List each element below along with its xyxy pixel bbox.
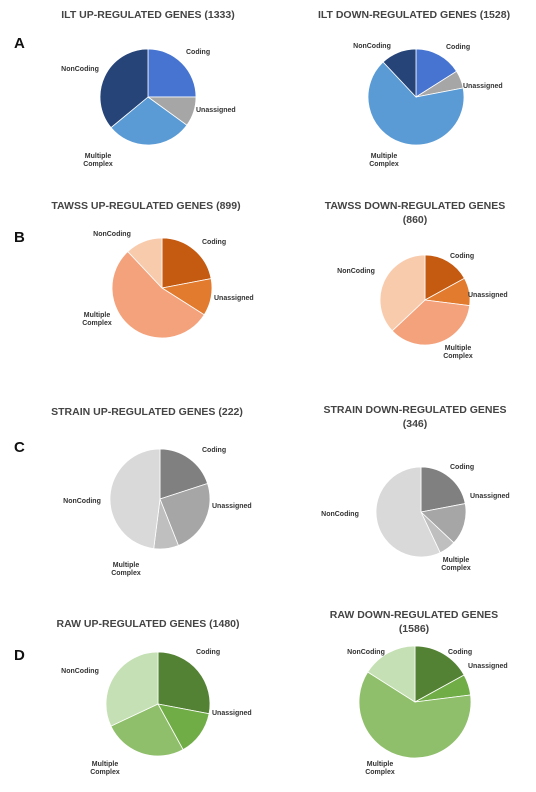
slice-label-coding: Coding	[450, 253, 474, 260]
pie-slice-coding	[147, 48, 197, 98]
pie-slice-coding	[159, 448, 209, 500]
pie-slice-noncoding	[375, 466, 441, 558]
chart-title: (346)	[403, 418, 428, 430]
pie-slice-multiple-complex	[358, 671, 472, 759]
slice-label-unassigned: Unassigned	[196, 107, 236, 114]
pie-chart-6: STRAIN DOWN-REGULATED GENES (346) Coding Un…	[321, 404, 510, 572]
pie-slice-noncoding	[105, 651, 159, 727]
chart-title: TAWSS UP-REGULATED GENES (899)	[51, 200, 240, 212]
slice-label-noncoding: NonCoding	[353, 43, 391, 50]
slice-label-multiple-complex: Multiple Complex	[90, 761, 120, 776]
slice-label-unassigned: Unassigned	[212, 503, 252, 510]
slice-label-noncoding: NonCoding	[337, 268, 375, 275]
pie-slice-multiple-complex	[110, 703, 184, 757]
slice-label-unassigned: Unassigned	[463, 83, 503, 90]
slice-label-unassigned: Unassigned	[468, 663, 508, 670]
pie-slice-multiple-complex	[110, 96, 188, 146]
slice-label-noncoding: NonCoding	[93, 231, 131, 238]
chart-title: RAW DOWN-REGULATED GENES	[330, 609, 498, 621]
slice-label-coding: Coding	[450, 464, 474, 471]
pie-slice-noncoding	[382, 48, 417, 99]
slice-label-multiple-complex: Multiple Complex	[369, 153, 399, 168]
pie-slice-multiple-complex	[111, 250, 205, 339]
chart-title: (860)	[403, 214, 428, 226]
slice-label-noncoding: NonCoding	[61, 668, 99, 675]
slice-label-coding: Coding	[202, 447, 226, 454]
pie-slice-multiple-complex	[391, 299, 471, 346]
chart-title: STRAIN UP-REGULATED GENES (222)	[51, 406, 243, 418]
slice-label-noncoding: NonCoding	[63, 498, 101, 505]
slice-label-multiple-complex: Multiple Complex	[365, 761, 395, 776]
pie-slice-coding	[420, 466, 466, 513]
slice-label-multiple-complex: Multiple Complex	[83, 153, 113, 168]
chart-title: TAWSS DOWN-REGULATED GENES	[325, 200, 505, 212]
pie-chart-4: TAWSS DOWN-REGULATED GENES (860) Coding Una…	[325, 200, 508, 360]
slice-label-coding: Coding	[196, 649, 220, 656]
slice-label-unassigned: Unassigned	[214, 295, 254, 302]
panel-letter-d: D	[14, 647, 25, 664]
pie-slice-noncoding	[99, 48, 149, 129]
chart-title: ILT DOWN-REGULATED GENES (1528)	[318, 9, 510, 21]
panel-letter-c: C	[14, 439, 25, 456]
pie-chart-8: RAW DOWN-REGULATED GENES (1586) Coding Unas…	[330, 609, 508, 776]
pie-slice-coding	[414, 645, 465, 703]
pie-slice-coding	[157, 651, 211, 715]
slice-label-unassigned: Unassigned	[212, 710, 252, 717]
chart-title: (1586)	[399, 623, 429, 635]
pie-slice-noncoding	[127, 237, 163, 290]
chart-title: STRAIN DOWN-REGULATED GENES	[324, 404, 507, 416]
slice-label-multiple-complex: Multiple Complex	[111, 562, 141, 577]
pie-chart-5: STRAIN UP-REGULATED GENES (222) Coding Una…	[51, 406, 252, 577]
slice-label-coding: Coding	[446, 44, 470, 51]
pie-chart-3: TAWSS UP-REGULATED GENES (899) Coding Unas…	[51, 200, 254, 339]
slice-label-noncoding: NonCoding	[61, 66, 99, 73]
slice-label-multiple-complex: Multiple Complex	[443, 345, 473, 360]
pie-slice-multiple-complex	[367, 61, 465, 146]
pie-slice-noncoding	[379, 254, 426, 332]
panel-letter-a: A	[14, 35, 25, 52]
pie-slice-coding	[161, 237, 212, 289]
slice-label-unassigned: Unassigned	[470, 493, 510, 500]
slice-label-multiple-complex: Multiple Complex	[441, 557, 471, 572]
slice-label-noncoding: NonCoding	[321, 511, 359, 518]
pie-slice-noncoding	[367, 645, 416, 703]
chart-title: ILT UP-REGULATED GENES (1333)	[61, 9, 234, 21]
slice-label-noncoding: NonCoding	[347, 649, 385, 656]
pie-slice-coding	[415, 48, 458, 98]
pie-chart-2: ILT DOWN-REGULATED GENES (1528) Coding Una…	[318, 9, 510, 168]
pie-slice-noncoding	[109, 448, 161, 550]
pie-chart-1: ILT UP-REGULATED GENES (1333) Coding Unass…	[61, 9, 236, 168]
slice-label-coding: Coding	[202, 239, 226, 246]
slice-label-coding: Coding	[186, 49, 210, 56]
pie-slice-coding	[424, 254, 465, 301]
chart-title: RAW UP-REGULATED GENES (1480)	[57, 618, 240, 630]
slice-label-multiple-complex: Multiple Complex	[82, 312, 112, 327]
slice-label-coding: Coding	[448, 649, 472, 656]
slice-label-unassigned: Unassigned	[468, 292, 508, 299]
panel-letter-b: B	[14, 229, 25, 246]
pie-chart-7: RAW UP-REGULATED GENES (1480) Coding Unass…	[57, 618, 252, 776]
